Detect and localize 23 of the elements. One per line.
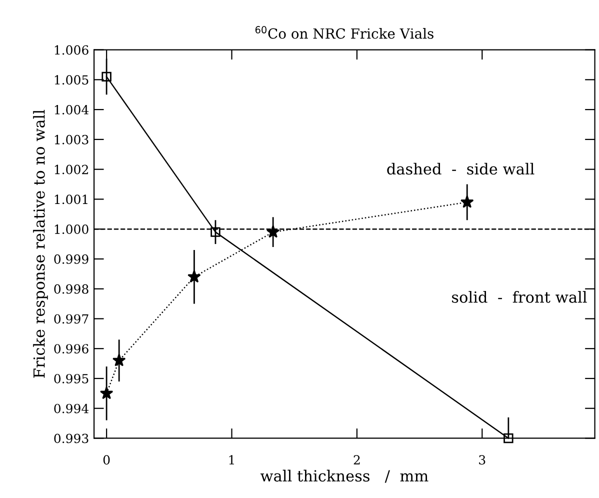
y-tick-label: 0.993 — [54, 434, 88, 444]
y-tick-label: 0.999 — [54, 254, 88, 264]
y-tick-label: 0.996 — [54, 344, 88, 354]
y-tick-label: 1.001 — [54, 194, 88, 204]
y-tick-label: 1.003 — [54, 134, 88, 144]
y-tick-label: 0.995 — [54, 374, 88, 384]
x-tick-label: 0 — [103, 455, 110, 465]
y-tick-label: 1.006 — [54, 45, 88, 55]
x-tick-label: 2 — [354, 455, 360, 464]
x-axis-title: wall thickness / mm — [260, 470, 428, 483]
y-tick-label: 1.004 — [54, 105, 89, 114]
y-tick-label: 1.005 — [54, 75, 88, 85]
y-tick-label: 0.998 — [54, 284, 88, 294]
chart-title: $^{60}$Co on NRC Fricke Vials — [255, 26, 434, 39]
y-tick-label: 1.002 — [54, 164, 88, 174]
annotation: dashed - side wall — [387, 162, 534, 175]
y-tick-label: 0.994 — [54, 404, 89, 414]
annotation: solid - front wall — [452, 291, 587, 303]
y-tick-label: 0.997 — [54, 314, 88, 324]
x-tick-label: 1 — [229, 455, 234, 464]
x-tick-label: 3 — [479, 455, 486, 465]
y-axis-title: Fricke response relative to no wall — [33, 110, 48, 378]
y-tick-label: 1.000 — [54, 224, 88, 234]
